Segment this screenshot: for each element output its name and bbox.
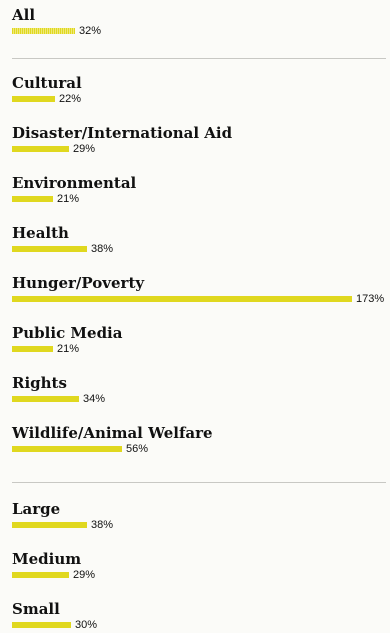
value-label-hunger-poverty: 173%	[356, 293, 385, 305]
bar-row-small: Small 30%	[0, 600, 390, 633]
group-divider	[12, 482, 386, 483]
bar-disaster-international-aid	[12, 146, 69, 152]
value-label-cultural: 22%	[59, 93, 82, 105]
value-label-public-media: 21%	[57, 343, 80, 355]
value-label-wildlife-animal-welfare: 56%	[126, 443, 149, 455]
group-divider	[12, 58, 386, 59]
bar-row-cultural: Cultural 22%	[0, 74, 390, 114]
bar-row-rights: Rights 34%	[0, 374, 390, 414]
bar-cultural	[12, 96, 55, 102]
value-label-disaster-international-aid: 29%	[73, 143, 96, 155]
category-label-disaster-international-aid: Disaster/International Aid	[12, 124, 233, 142]
bar-health	[12, 246, 87, 252]
bar-medium	[12, 572, 69, 578]
category-label-health: Health	[12, 224, 69, 242]
bar-row-all: All 32%	[0, 6, 390, 46]
bar-row-medium: Medium 29%	[0, 550, 390, 590]
bar-hunger-poverty	[12, 296, 352, 302]
value-label-small: 30%	[75, 619, 98, 631]
bar-wildlife-animal-welfare	[12, 446, 122, 452]
bar-all	[12, 28, 75, 34]
bar-row-environmental: Environmental 21%	[0, 174, 390, 214]
bar-environmental	[12, 196, 53, 202]
bar-public-media	[12, 346, 53, 352]
value-label-health: 38%	[91, 243, 114, 255]
value-label-environmental: 21%	[57, 193, 80, 205]
category-label-all: All	[12, 6, 36, 24]
value-label-medium: 29%	[73, 569, 96, 581]
category-label-medium: Medium	[12, 550, 82, 568]
category-label-rights: Rights	[12, 374, 67, 392]
category-label-cultural: Cultural	[12, 74, 82, 92]
value-label-rights: 34%	[83, 393, 106, 405]
value-label-all: 32%	[79, 25, 102, 37]
value-label-large: 38%	[91, 519, 114, 531]
bar-row-wildlife-animal-welfare: Wildlife/Animal Welfare 56%	[0, 424, 390, 464]
category-label-small: Small	[12, 600, 60, 618]
bar-large	[12, 522, 87, 528]
category-label-large: Large	[12, 500, 61, 518]
category-label-environmental: Environmental	[12, 174, 137, 192]
bar-small	[12, 622, 71, 628]
bar-row-disaster-international-aid: Disaster/International Aid 29%	[0, 124, 390, 164]
category-label-public-media: Public Media	[12, 324, 123, 342]
bar-row-health: Health 38%	[0, 224, 390, 264]
bar-row-public-media: Public Media 21%	[0, 324, 390, 364]
bar-rights	[12, 396, 79, 402]
category-label-wildlife-animal-welfare: Wildlife/Animal Welfare	[12, 424, 213, 442]
bar-row-large: Large 38%	[0, 500, 390, 540]
category-label-hunger-poverty: Hunger/Poverty	[12, 274, 145, 292]
bar-row-hunger-poverty: Hunger/Poverty 173%	[0, 274, 390, 314]
